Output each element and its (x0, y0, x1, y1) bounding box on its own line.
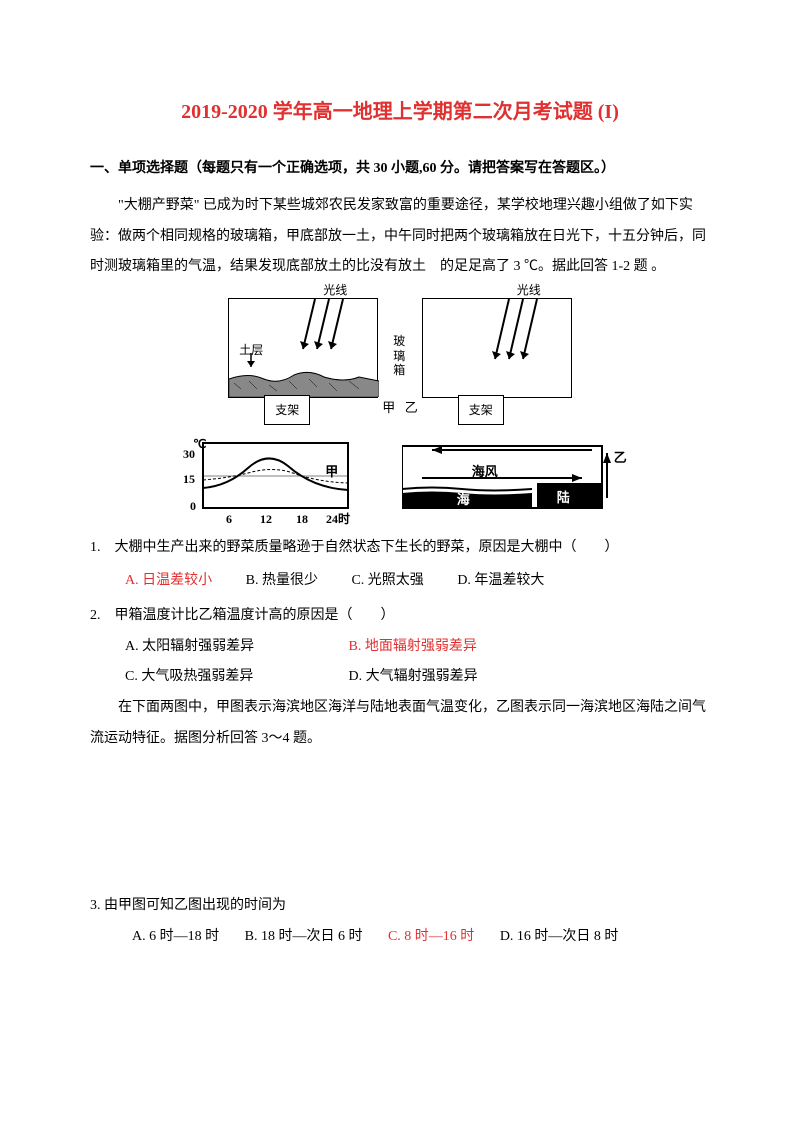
intro-paragraph: "大棚产野菜" 已成为时下某些城郊农民发家致富的重要途径，某学校地理兴趣小组做了… (90, 191, 710, 283)
q3-opt-a: A. 6 时—18 时 (132, 922, 219, 953)
glass-label-3: 箱 (393, 363, 405, 377)
q2-opt-b: B. 地面辐射强弱差异 (349, 632, 477, 663)
svg-text:18: 18 (296, 512, 308, 526)
q2-options-row1: A. 太阳辐射强弱差异 B. 地面辐射强弱差异 (90, 632, 710, 663)
glass-label: 玻 璃 箱 (393, 334, 405, 377)
svg-text:℃: ℃ (193, 438, 206, 451)
q3-opt-b: B. 18 时—次日 6 时 (245, 922, 363, 953)
glass-label-2: 璃 (393, 349, 405, 363)
sea-wind-label: 海风 (472, 458, 498, 487)
q1-opt-b: B. 热量很少 (246, 566, 318, 597)
stand-yi: 支架 (458, 395, 504, 425)
light-arrows-yi (491, 299, 551, 379)
svg-text:15: 15 (183, 472, 195, 486)
glass-label-1: 玻 (393, 334, 405, 348)
stand-jia: 支架 (264, 395, 310, 425)
q2-options-row2: C. 大气吸热强弱差异 D. 大气辐射强弱差异 (90, 662, 710, 693)
svg-text:30: 30 (183, 447, 195, 461)
q3-opt-c: C. 8 时—16 时 (388, 922, 474, 953)
soil-shape (229, 367, 379, 397)
intro-paragraph-2: 在下面两图中，甲图表示海滨地区海洋与陆地表面气温变化，乙图表示同一海滨地区海陆之… (90, 693, 710, 755)
q2-opt-c: C. 大气吸热强弱差异 (125, 662, 345, 693)
q3-opt-d: D. 16 时—次日 8 时 (500, 922, 619, 953)
diagram-2-container: ℃ 30 15 0 6 12 18 24时 甲 海风 海 陆 (90, 438, 710, 528)
wind-diagram: 海风 海 陆 乙 (402, 438, 622, 541)
svg-text:12: 12 (260, 512, 272, 526)
chart-yi-label: 乙 (614, 444, 627, 473)
page-title: 2019-2020 学年高一地理上学期第二次月考试题 (I) (90, 90, 710, 134)
svg-text:24时: 24时 (326, 511, 350, 526)
q3-stem: 3. 由甲图可知乙图出现的时间为 (90, 891, 710, 922)
light-arrows-jia (297, 299, 357, 369)
box-label-jia: 甲 (382, 394, 395, 423)
svg-text:0: 0 (190, 499, 196, 513)
chart-jia-label: 甲 (325, 458, 338, 487)
q1-opt-a: A. 日温差较小 (125, 566, 212, 597)
sea-label: 海 (457, 486, 470, 515)
q2-opt-a: A. 太阳辐射强弱差异 (125, 632, 345, 663)
section-heading: 一、单项选择题（每题只有一个正确选项，共 30 小题,60 分。请把答案写在答题… (90, 154, 710, 185)
q2-stem: 2. 甲箱温度计比乙箱温度计高的原因是（ ） (90, 601, 710, 632)
glass-box-jia: 光线 土层 支架 甲 玻 璃 箱 (228, 298, 378, 398)
q2-opt-d: D. 大气辐射强弱差异 (349, 662, 478, 693)
box-label-yi: 乙 (405, 394, 418, 423)
svg-text:6: 6 (226, 512, 232, 526)
q1-opt-d: D. 年温差较大 (457, 566, 544, 597)
land-label: 陆 (557, 484, 570, 513)
q3-options: A. 6 时—18 时 B. 18 时—次日 6 时 C. 8 时—16 时 D… (90, 922, 710, 953)
glass-box-yi: 光线 支架 乙 (422, 298, 572, 398)
q1-opt-c: C. 光照太强 (351, 566, 423, 597)
diagram-1-container: 光线 土层 支架 甲 玻 璃 箱 (90, 298, 710, 398)
temp-chart: ℃ 30 15 0 6 12 18 24时 甲 (178, 438, 358, 541)
q1-options: A. 日温差较小 B. 热量很少 C. 光照太强 D. 年温差较大 (90, 566, 710, 597)
spacer (90, 757, 710, 887)
